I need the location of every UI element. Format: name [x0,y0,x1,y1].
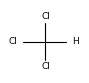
Text: Cl: Cl [42,12,51,21]
Text: Cl: Cl [42,62,51,71]
Text: Cl: Cl [9,37,18,46]
Text: H: H [72,37,79,46]
